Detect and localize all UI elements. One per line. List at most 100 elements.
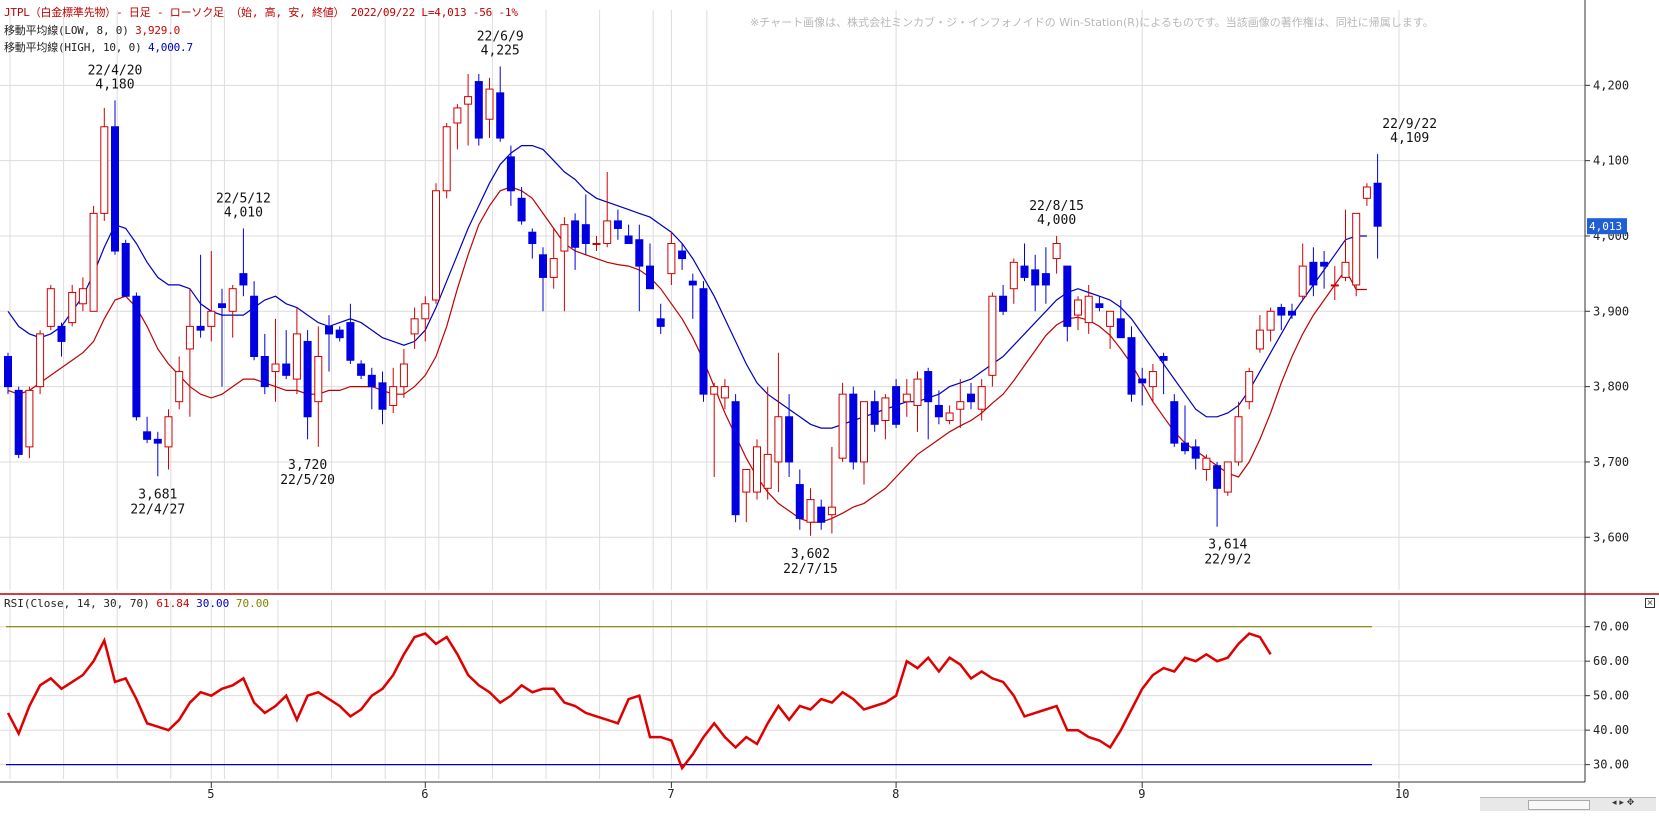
ma-high-label: 移動平均線(HIGH, 10, 0) [4, 41, 142, 54]
date-tick-label: 6 [421, 787, 428, 801]
down-candle-body [367, 374, 376, 388]
horizontal-scrollbar[interactable] [1480, 797, 1656, 811]
up-candle-body [774, 416, 783, 463]
up-candle-body [1298, 265, 1307, 297]
up-candle-body [389, 386, 398, 406]
rsi-tick-label: 70.00 [1593, 620, 1629, 634]
price-tick-label: 4,100 [1593, 154, 1629, 168]
down-candle-body [571, 220, 580, 248]
up-candle-body [913, 378, 922, 406]
up-candle-body [314, 355, 323, 403]
price-tick-label: 4,200 [1593, 78, 1629, 92]
price-tick-label: 3,800 [1593, 380, 1629, 394]
up-candle-body [1223, 461, 1232, 493]
down-candle-body [1181, 442, 1189, 452]
scroll-thumb[interactable] [1528, 800, 1590, 810]
candles [4, 66, 1382, 536]
ma-low-legend: 移動平均線(LOW, 8, 0) 3,929.0 [4, 22, 180, 38]
down-candle-body [1277, 307, 1286, 316]
down-candle-body [1159, 355, 1168, 361]
up-candle-body [175, 371, 184, 403]
down-candle-body [613, 220, 622, 229]
zoom-buttons[interactable]: ◂ ▸ ✥ [1612, 798, 1635, 808]
date-tick-label: 10 [1395, 787, 1409, 801]
up-candle-body [1352, 212, 1361, 286]
up-candle-body [1202, 457, 1211, 470]
last-price-badge [1587, 218, 1627, 235]
down-candle-body [303, 340, 312, 418]
down-candle-body [111, 126, 119, 252]
up-candle-body [549, 258, 558, 278]
rsi-high: 70.00 [235, 597, 269, 610]
annotation-price: 4,225 [481, 43, 520, 58]
annotation-price: 4,180 [95, 77, 134, 92]
up-candle-body [25, 389, 34, 448]
up-candle-body [453, 107, 462, 124]
date-tick-label: 9 [1138, 787, 1145, 801]
up-candle-body [881, 397, 890, 422]
annotation-price: 3,602 [791, 547, 830, 562]
up-candle-body [1084, 295, 1093, 324]
down-candle-body [282, 363, 291, 376]
up-candle-body [36, 333, 45, 388]
down-candle-body [624, 235, 633, 245]
annotation-price: 4,010 [224, 205, 263, 220]
last-price-label: 4,013 [1589, 220, 1622, 233]
down-candle-body [1116, 318, 1125, 339]
down-candle-body [656, 318, 665, 327]
up-candle-body [945, 412, 954, 422]
down-candle-body [817, 506, 826, 523]
up-candle-body [271, 363, 280, 373]
down-candle-body [849, 393, 858, 463]
down-candle-body [260, 355, 269, 388]
up-candle-body [753, 446, 761, 493]
annotation-date: 22/6/9 [477, 29, 524, 44]
down-candle-body [924, 371, 933, 403]
down-candle-body [528, 231, 537, 245]
ma-high-value: 4,000.7 [147, 41, 193, 54]
down-candle-body [1170, 401, 1179, 444]
down-candle-body [346, 322, 355, 361]
down-candle-body [196, 325, 205, 331]
down-candle-body [688, 280, 697, 286]
up-candle-body [806, 499, 815, 523]
rsi-close-button[interactable]: × [1645, 598, 1655, 608]
up-candle-body [410, 318, 419, 335]
up-candle-body [185, 325, 194, 350]
up-candle-body [1074, 299, 1082, 316]
down-candle-body [699, 288, 708, 395]
down-candle-body [14, 389, 23, 455]
down-candle-body [506, 156, 515, 192]
down-candle-body [785, 416, 794, 463]
price-tick-label: 3,700 [1593, 455, 1629, 469]
date-tick-label: 7 [667, 787, 674, 801]
down-candle-body [1373, 182, 1382, 227]
up-candle-body [100, 126, 109, 214]
down-candle-body [250, 295, 259, 357]
ma-low-label: 移動平均線(LOW, 8, 0) [4, 24, 129, 37]
down-candle-body [731, 401, 740, 516]
ma-high-line [7, 145, 1367, 429]
down-candle-body [581, 224, 590, 245]
rsi-panel [6, 626, 1372, 771]
up-candle-body [763, 453, 772, 489]
down-candle-body [496, 92, 505, 139]
down-candle-body [4, 355, 12, 388]
price-tick-label: 3,900 [1593, 304, 1629, 318]
down-candle-body [357, 363, 366, 376]
down-candle-body [934, 404, 943, 418]
down-candle-body [1309, 261, 1318, 286]
up-candle-body [421, 303, 430, 320]
rsi-label: RSI(Close, 14, 30, 70) [4, 597, 150, 610]
down-candle-body [1138, 378, 1147, 384]
rsi-value: 61.84 [156, 597, 190, 610]
up-candle-body [560, 224, 569, 252]
up-candle-body [988, 295, 997, 376]
up-candle-body [667, 243, 676, 275]
down-candle-body [474, 81, 483, 139]
up-candle-body [164, 416, 173, 448]
annotation-date: 22/5/20 [280, 473, 335, 488]
